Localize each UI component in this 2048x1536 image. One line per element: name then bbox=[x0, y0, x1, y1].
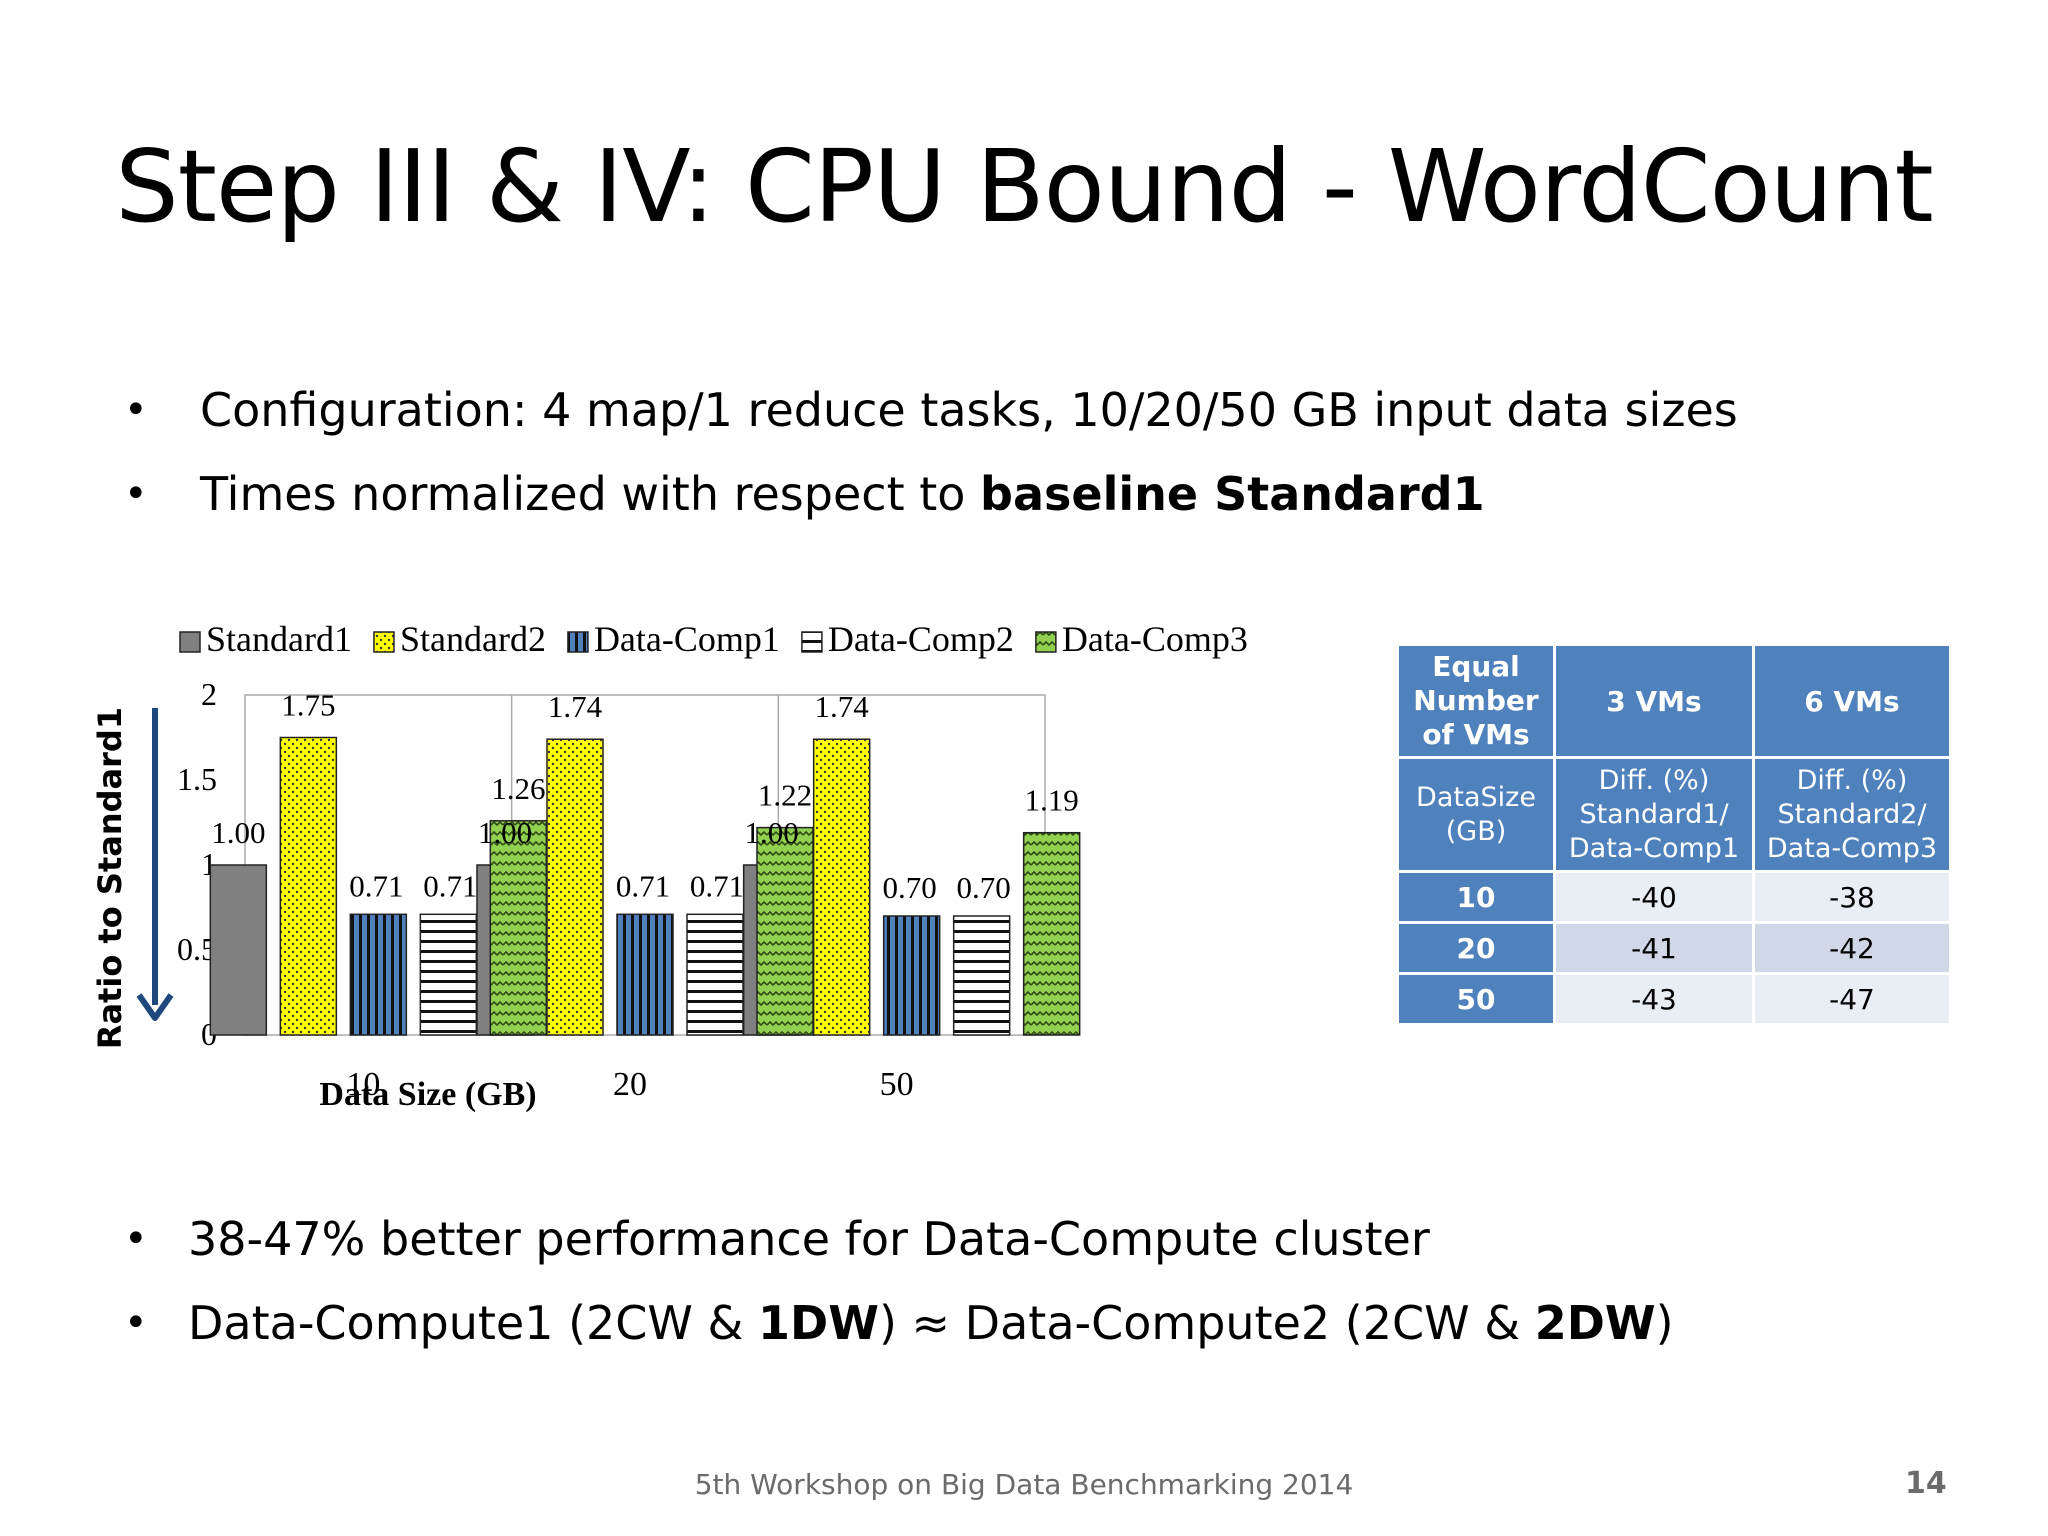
table-row-header: 50 bbox=[1399, 975, 1553, 1023]
bullet-text: Times normalized with respect to bbox=[200, 467, 981, 521]
table-header-row: Equal Number of VMs 3 VMs 6 VMs bbox=[1399, 646, 1949, 756]
legend-label: Data-Comp1 bbox=[594, 619, 780, 659]
data-label: 1.00 bbox=[478, 815, 532, 850]
data-label: 0.70 bbox=[883, 870, 937, 905]
bar-data-comp1-20 bbox=[616, 913, 674, 1036]
bullet-text: ) bbox=[1655, 1296, 1674, 1350]
bullet-icon: • bbox=[124, 1216, 148, 1262]
chart-svg: Standard1 Standard2 Data-Comp1 Data-Comp2 Da… bbox=[95, 619, 1248, 1113]
slide-title: Step III & IV: CPU Bound - WordCount bbox=[115, 128, 1934, 245]
bullet-bold-text: 1DW bbox=[758, 1296, 879, 1350]
x-tick-label: 20 bbox=[613, 1066, 647, 1103]
bullet-icon: • bbox=[124, 471, 148, 517]
y-tick-label: 1.5 bbox=[177, 761, 217, 797]
legend-label: Data-Comp2 bbox=[828, 619, 1014, 659]
data-label: 1.19 bbox=[1025, 783, 1079, 818]
data-label: 1.75 bbox=[281, 688, 335, 723]
table-row-header: 20 bbox=[1399, 924, 1553, 972]
chart-bars bbox=[209, 736, 1081, 1036]
bullet-text: Data-Compute1 (2CW & bbox=[188, 1296, 759, 1350]
legend-swatch-standard2 bbox=[373, 631, 395, 653]
table-header-cell: 6 VMs bbox=[1755, 646, 1949, 756]
bar-standard2-20 bbox=[546, 738, 604, 1036]
data-label: 1.74 bbox=[815, 689, 870, 724]
table-subheader-cell: Diff. (%) Standard2/ Data-Comp3 bbox=[1755, 759, 1949, 870]
bar-chart: Standard1 Standard2 Data-Comp1 Data-Comp2 Da… bbox=[95, 610, 1385, 1130]
table-subheader-row: DataSize (GB) Diff. (%) Standard1/ Data-… bbox=[1399, 759, 1949, 870]
data-label: 1.26 bbox=[491, 771, 545, 806]
data-label: 0.71 bbox=[690, 868, 744, 903]
data-label: 0.71 bbox=[349, 868, 403, 903]
x-tick-label: 50 bbox=[880, 1066, 914, 1103]
legend-swatch-standard1 bbox=[179, 631, 201, 653]
table-subheader-cell: Diff. (%) Standard1/ Data-Comp1 bbox=[1556, 759, 1752, 870]
legend-label: Standard2 bbox=[400, 619, 546, 659]
bar-data-comp1-10 bbox=[349, 913, 408, 1036]
legend-label: Data-Comp3 bbox=[1062, 619, 1248, 659]
bullet-item: • 38-47% better performance for Data-Comp… bbox=[120, 1197, 1674, 1281]
bullet-item: • Times normalized with respect to baseli… bbox=[120, 452, 1738, 536]
x-tick-label: 10 bbox=[346, 1066, 380, 1103]
bar-data-comp2-10 bbox=[419, 913, 478, 1036]
bullet-text: ) ≈ Data-Compute2 (2CW & bbox=[878, 1296, 1535, 1350]
table-row-header: 10 bbox=[1399, 873, 1553, 921]
chart-data-labels: 1.00 1.00 1.00 1.75 1.74 1.74 0.71 0.71 0.70 0.71… bbox=[211, 688, 1079, 906]
data-label: 0.71 bbox=[423, 868, 477, 903]
table-cell: -40 bbox=[1556, 873, 1752, 921]
difference-table: Equal Number of VMs 3 VMs 6 VMs DataSize… bbox=[1396, 643, 1952, 1026]
bar-data-comp3-50 bbox=[1022, 831, 1081, 1036]
bullet-list-bottom: • 38-47% better performance for Data-Comp… bbox=[120, 1197, 1674, 1365]
legend-swatch-data-comp2 bbox=[801, 631, 823, 653]
bullet-list-top: • Configuration: 4 map/1 reduce tasks, 10… bbox=[120, 368, 1738, 536]
table-header-cell: Equal Number of VMs bbox=[1399, 646, 1553, 756]
legend-swatch-data-comp1 bbox=[567, 631, 589, 653]
table-row: 20 -41 -42 bbox=[1399, 924, 1949, 972]
chart-legend: Standard1 Standard2 Data-Comp1 Data-Comp2 Da… bbox=[179, 619, 1248, 659]
bar-data-comp2-20 bbox=[686, 913, 744, 1036]
bullet-item: • Data-Compute1 (2CW & 1DW) ≈ Data-Comput… bbox=[120, 1281, 1674, 1365]
bar-data-comp2-50 bbox=[952, 915, 1011, 1036]
y-tick-label: 2 bbox=[201, 676, 217, 712]
y-axis-label: Ratio to Standard1 bbox=[95, 707, 129, 1049]
legend-label: Standard1 bbox=[206, 619, 352, 659]
bar-data-comp3-20 bbox=[756, 826, 814, 1036]
footer-text: 5th Workshop on Big Data Benchmarking 20… bbox=[694, 1468, 1354, 1501]
bar-data-comp3-10 bbox=[489, 820, 548, 1036]
table-row: 10 -40 -38 bbox=[1399, 873, 1949, 921]
table-cell: -43 bbox=[1556, 975, 1752, 1023]
table-cell: -41 bbox=[1556, 924, 1752, 972]
bullet-bold-text: baseline Standard1 bbox=[980, 467, 1485, 521]
page-number: 14 bbox=[1905, 1466, 1947, 1501]
data-label: 1.74 bbox=[548, 689, 603, 724]
bullet-text: 38-47% better performance for Data-Compu… bbox=[188, 1212, 1430, 1266]
bullet-icon: • bbox=[124, 387, 148, 433]
bullet-icon: • bbox=[124, 1300, 148, 1346]
data-label: 1.22 bbox=[758, 778, 812, 813]
table-row: 50 -43 -47 bbox=[1399, 975, 1949, 1023]
bar-standard2-50 bbox=[812, 738, 871, 1036]
data-label: 0.70 bbox=[957, 870, 1011, 905]
data-label: 0.71 bbox=[616, 868, 670, 903]
bullet-item: • Configuration: 4 map/1 reduce tasks, 10… bbox=[120, 368, 1738, 452]
table-subheader-cell: DataSize (GB) bbox=[1399, 759, 1553, 870]
legend-swatch-data-comp3 bbox=[1035, 631, 1057, 653]
bar-data-comp1-50 bbox=[882, 915, 941, 1036]
x-axis-label: Data Size (GB) bbox=[319, 1076, 536, 1113]
bullet-bold-text: 2DW bbox=[1534, 1296, 1656, 1350]
bullet-text: Configuration: 4 map/1 reduce tasks, 10/… bbox=[200, 383, 1738, 437]
bar-standard1-10 bbox=[209, 864, 268, 1036]
table-cell: -38 bbox=[1755, 873, 1949, 921]
down-arrow-head-icon bbox=[136, 993, 174, 1021]
table-header-cell: 3 VMs bbox=[1556, 646, 1752, 756]
table-cell: -42 bbox=[1755, 924, 1949, 972]
data-label: 1.00 bbox=[745, 815, 799, 850]
bar-standard2-10 bbox=[279, 736, 338, 1036]
data-label: 1.00 bbox=[211, 815, 265, 850]
table-cell: -47 bbox=[1755, 975, 1949, 1023]
